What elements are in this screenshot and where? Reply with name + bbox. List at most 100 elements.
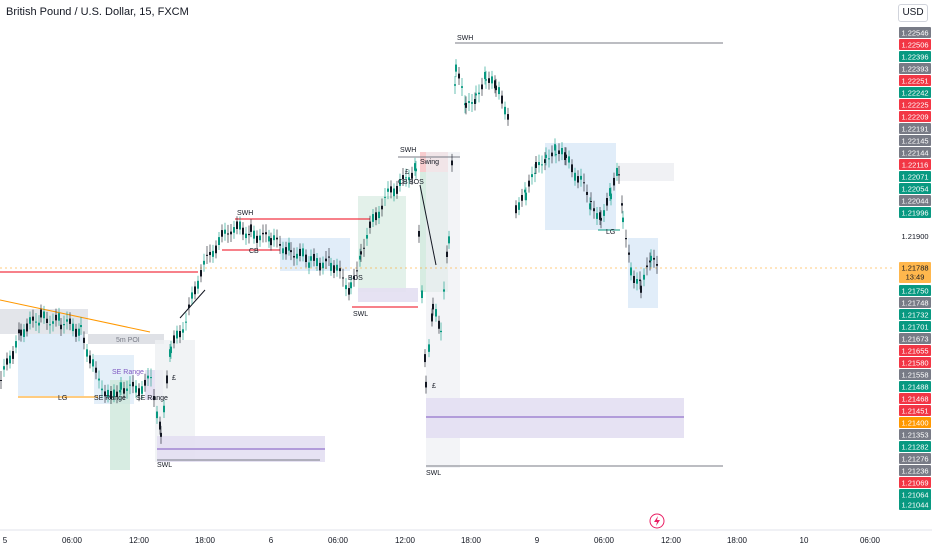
label-lg-right: LG — [606, 229, 615, 236]
candle-body — [132, 381, 134, 387]
candle-body — [182, 329, 184, 333]
price-label-text: 1.22242 — [901, 89, 928, 98]
price-label-text: 1.22054 — [901, 185, 928, 194]
candle-body — [616, 167, 618, 176]
candle-body — [359, 255, 361, 260]
candle-body — [640, 285, 642, 293]
candle-body — [455, 64, 457, 72]
label-swh-top: SWH — [457, 35, 473, 42]
candle-body — [609, 188, 611, 197]
candle-body — [163, 405, 165, 413]
x-tick-label: 06:00 — [328, 536, 349, 545]
price-label-text: 1.21488 — [901, 383, 928, 392]
candle-body — [253, 230, 255, 239]
candle-body — [188, 304, 190, 308]
candle-body — [276, 237, 278, 240]
candle-body — [415, 168, 417, 172]
label-swl-1: SWL — [157, 462, 172, 469]
price-axis[interactable]: 1.22546 1.22506 1.22396 1.22393 1.22251 1.222… — [899, 27, 931, 510]
candle-body — [325, 258, 327, 262]
candle-body — [396, 185, 398, 194]
candle-body — [40, 309, 42, 318]
candle-body — [135, 385, 137, 393]
candle-body — [342, 277, 344, 279]
candle-body — [345, 285, 347, 290]
candle-body — [600, 217, 602, 221]
candle-body — [212, 250, 214, 257]
candle-body — [58, 313, 60, 321]
candle-body — [538, 162, 540, 166]
candle-body — [305, 254, 307, 263]
candle-body — [418, 230, 420, 237]
candle-body — [565, 154, 567, 159]
price-label: 1.21451 — [899, 405, 931, 416]
price-label-text: 1.21236 — [901, 467, 928, 476]
zone-purple-mid — [358, 288, 418, 302]
price-label: 1.21069 — [899, 477, 931, 488]
x-tick-label: 06:00 — [62, 536, 83, 545]
candle-body — [656, 264, 658, 266]
candle-body — [363, 247, 365, 249]
price-label-text: 1.21748 — [901, 299, 928, 308]
candle-body — [440, 330, 442, 333]
candle-body — [288, 242, 290, 251]
candle-body — [586, 191, 588, 195]
candle-body — [101, 388, 103, 391]
label-swh-left: SWH — [237, 210, 253, 217]
candle-body — [528, 180, 530, 187]
candle-body — [336, 264, 338, 271]
candle-body — [194, 286, 196, 295]
current-price-countdown: 13:49 — [906, 273, 925, 282]
candle-body — [478, 92, 480, 95]
candle-body — [571, 164, 573, 173]
candle-body — [119, 390, 121, 393]
candle-body — [348, 288, 350, 295]
label-se-range-2: SE Range — [94, 395, 126, 402]
candle-body — [23, 329, 25, 337]
candle-body — [628, 252, 630, 255]
label-se-range-1: SE Range — [112, 369, 144, 376]
structure-lines — [0, 42, 894, 467]
price-label: 1.22242 — [899, 87, 931, 98]
candle-body — [256, 235, 258, 243]
candle-body — [411, 172, 413, 179]
candle-body — [525, 192, 527, 201]
time-axis[interactable]: 5 06:00 12:00 18:00 6 06:00 12:00 18:00 9 06:00 12… — [0, 529, 932, 545]
label-swing: Swing — [420, 159, 439, 166]
price-label-text: 1.21701 — [901, 323, 928, 332]
candle-body — [590, 201, 592, 203]
candle-body — [353, 276, 355, 280]
candle-body — [32, 316, 34, 321]
candle-body — [630, 267, 632, 276]
chart-annotations: SWH SWH SWH LG LG 5m POI SE Range SE Ran… — [58, 35, 615, 477]
x-tick-label: 18:00 — [195, 536, 216, 545]
candle-body — [35, 321, 37, 323]
price-label-text: 1.21750 — [901, 287, 928, 296]
candle-body — [649, 260, 651, 263]
candle-body — [147, 375, 149, 379]
price-label-text: 1.21353 — [901, 431, 928, 440]
lightning-icon[interactable] — [649, 513, 665, 529]
price-label: 1.21400 — [899, 417, 931, 428]
price-label-text: 1.22393 — [901, 65, 928, 74]
candle-body — [521, 194, 523, 201]
candle-body — [69, 318, 71, 324]
price-label: 1.22546 — [899, 27, 931, 38]
price-label-text: 1.22071 — [901, 173, 928, 182]
label-bos-1: BOS — [348, 275, 363, 282]
candle-body — [63, 324, 65, 326]
candle-body — [279, 244, 281, 246]
candle-body — [501, 95, 503, 104]
candle-body — [46, 318, 48, 323]
diagonal-1 — [179, 289, 206, 319]
price-label: 1.22054 — [899, 183, 931, 194]
price-label: 1.21996 — [899, 207, 931, 218]
label-lg-left: LG — [58, 395, 67, 402]
currency-button[interactable]: USD — [898, 4, 928, 22]
candle-body — [414, 163, 416, 171]
candle-body — [471, 102, 473, 104]
candle-body — [245, 233, 247, 239]
candle-body — [293, 255, 295, 258]
label-cb-1: CB — [249, 248, 259, 255]
